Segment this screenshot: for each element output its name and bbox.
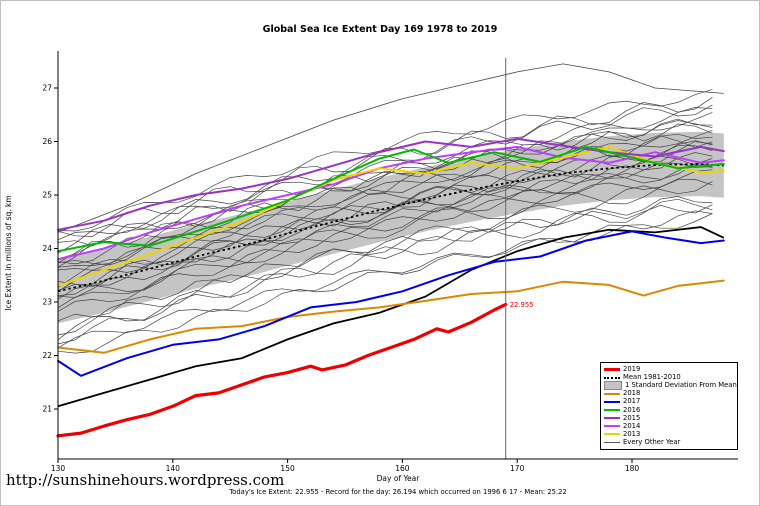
legend-swatch-line	[604, 425, 620, 428]
legend-label: 1 Standard Deviation From Mean	[625, 381, 737, 390]
y-tick-label: 21	[42, 405, 52, 414]
legend-swatch-box	[604, 381, 622, 391]
x-tick-label: 130	[51, 464, 66, 473]
legend-row-2018: 2018	[604, 390, 734, 397]
legend-label: 2019	[623, 365, 641, 374]
legend-row-2013: 2013	[604, 429, 734, 438]
y-tick-label: 22	[42, 351, 52, 360]
legend-swatch-dashed	[604, 376, 620, 379]
series-line-2015	[57, 137, 725, 231]
legend-label: 2016	[623, 405, 641, 414]
legend-row-2017: 2017	[604, 398, 734, 405]
y-tick-label: 23	[42, 298, 52, 307]
legend-row-2015: 2015	[604, 414, 734, 421]
legend-label: 2015	[623, 413, 641, 422]
x-tick-label: 160	[395, 464, 410, 473]
legend-label: 2013	[623, 429, 641, 438]
source-url[interactable]: http://sunshinehours.wordpress.com	[6, 471, 285, 489]
legend-row-2019: 2019	[604, 366, 734, 373]
chart-caption: Today's Ice Extent: 22.955 - Record for …	[229, 488, 567, 496]
series-line-2017	[57, 230, 725, 377]
y-tick-label: 27	[42, 84, 52, 93]
legend-row-2014: 2014	[604, 422, 734, 429]
legend-label: 2017	[623, 397, 641, 406]
x-tick-label: 150	[280, 464, 295, 473]
legend-label: 2014	[623, 421, 641, 430]
x-tick-label: 170	[510, 464, 525, 473]
x-tick-label: 180	[625, 464, 640, 473]
series-line-2019	[56, 302, 508, 438]
y-tick-label: 25	[42, 191, 52, 200]
legend-label: Mean 1981-2010	[623, 373, 681, 382]
legend-label: 2018	[623, 389, 641, 398]
axes	[54, 51, 738, 463]
legend-row-every-other-year: Every Other Year	[604, 437, 734, 446]
chart-title: Global Sea Ice Extent Day 169 1978 to 20…	[262, 24, 498, 35]
series-line-2018	[57, 279, 725, 354]
legend-swatch-line	[604, 392, 620, 395]
x-tick-label: 140	[166, 464, 181, 473]
legend-label: Every Other Year	[623, 437, 681, 446]
legend-swatch-thin	[604, 441, 620, 443]
legend-row-mean-1981-2010: Mean 1981-2010	[604, 374, 734, 381]
legend-swatch-thick	[604, 368, 620, 372]
legend-swatch-line	[604, 433, 620, 436]
y-tick-label: 24	[42, 244, 52, 253]
chart-legend: 2019 Mean 1981-2010 1 Standard Deviation F…	[600, 362, 738, 450]
legend-swatch-line	[604, 417, 620, 420]
series-line-2016	[57, 145, 725, 253]
legend-row-1-standard-deviation-from-mean: 1 Standard Deviation From Mean	[604, 381, 737, 391]
legend-swatch-line	[604, 400, 620, 403]
y-tick-label: 26	[42, 137, 52, 146]
today-extent-annotation: 22.955	[510, 301, 534, 309]
x-axis-label: Day of Year	[376, 474, 420, 483]
mean-line	[57, 163, 724, 293]
legend-swatch-line	[604, 409, 620, 411]
legend-row-2016: 2016	[604, 406, 734, 413]
